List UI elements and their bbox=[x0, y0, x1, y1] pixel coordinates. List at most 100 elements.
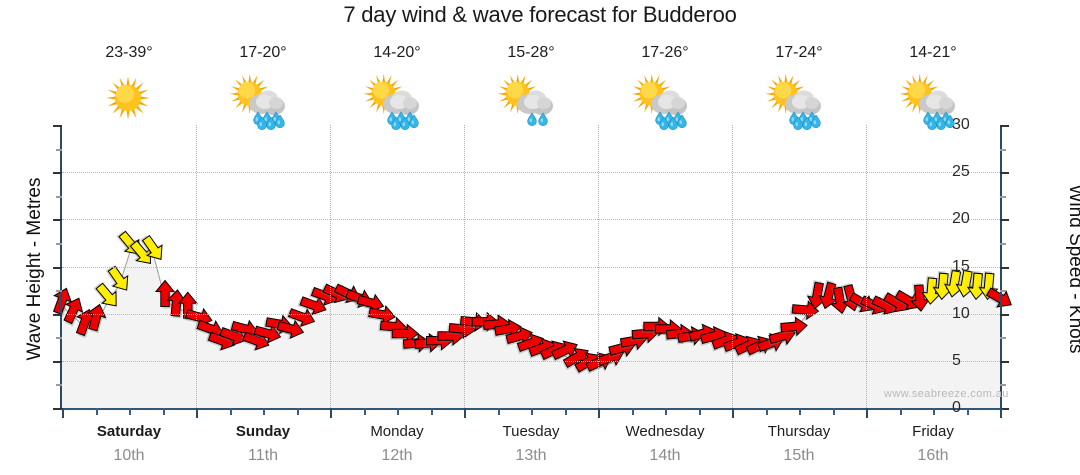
y-axis-label-right: 20 bbox=[952, 210, 970, 228]
tick-minor-x bbox=[698, 408, 701, 415]
gridline-day-separator bbox=[732, 125, 733, 408]
gridline-horizontal bbox=[62, 360, 1000, 362]
sun-cloud-light-rain-icon bbox=[494, 72, 568, 126]
tick-day-boundary bbox=[62, 408, 64, 418]
sun-cloud-rain-icon bbox=[896, 72, 970, 130]
y-axis-label-right: 0 bbox=[952, 399, 961, 416]
gridline-horizontal bbox=[62, 313, 1000, 315]
gridline-horizontal bbox=[62, 219, 1000, 221]
tick-minor-left bbox=[56, 195, 62, 198]
sunny-icon bbox=[92, 72, 166, 124]
tick-day-boundary bbox=[330, 408, 332, 418]
day-temperature-range: 17-20° bbox=[239, 44, 287, 61]
day-date-label: 15th bbox=[783, 447, 815, 464]
wind-direction-arrow bbox=[139, 234, 163, 260]
tick-minor-left bbox=[56, 337, 62, 340]
tick-major-right bbox=[1000, 219, 1009, 222]
tick-major-left bbox=[53, 408, 62, 410]
tick-day-boundary bbox=[1000, 408, 1002, 418]
day-temperature-range: 23-39° bbox=[105, 44, 153, 61]
tick-major-left bbox=[53, 219, 62, 222]
tick-minor-x bbox=[899, 408, 902, 415]
tick-minor-x bbox=[129, 408, 131, 415]
tick-minor-left bbox=[56, 148, 62, 151]
watermark: www.seabreeze.com.au bbox=[884, 388, 1009, 400]
gridline-horizontal bbox=[62, 266, 1000, 268]
tick-day-boundary bbox=[464, 408, 466, 418]
y-axis-label-right: 30 bbox=[952, 116, 970, 133]
day-name-label: Tuesday bbox=[502, 423, 560, 440]
wind-direction-arrow bbox=[105, 265, 129, 291]
tick-minor-x bbox=[363, 408, 366, 415]
page-title: 7 day wind & wave forecast for Budderoo bbox=[343, 2, 737, 27]
tick-major-right bbox=[1000, 172, 1009, 175]
y-axis-label-right: 15 bbox=[952, 257, 970, 275]
wind-arrow-series bbox=[52, 230, 1012, 408]
plot-area bbox=[52, 125, 1012, 418]
day-date-label: 12th bbox=[381, 447, 413, 464]
day-date-label: 13th bbox=[515, 447, 547, 464]
tick-day-boundary bbox=[732, 408, 734, 418]
day-temperature-range: 14-20° bbox=[373, 44, 421, 61]
day-date-label: 10th bbox=[113, 447, 145, 464]
y-axis-label-right: 10 bbox=[952, 304, 970, 322]
day-temperature-range: 15-28° bbox=[507, 44, 555, 61]
tick-minor-x bbox=[966, 408, 969, 415]
tick-major-right bbox=[1000, 360, 1009, 363]
tick-minor-x bbox=[799, 408, 801, 415]
y-axis-label-right: 25 bbox=[952, 163, 970, 181]
day-temperature-range: 14-21° bbox=[909, 44, 957, 61]
day-temperature-range: 17-24° bbox=[775, 44, 823, 61]
wind-direction-arrow bbox=[93, 282, 117, 307]
wind-direction-arrow bbox=[806, 280, 827, 310]
sun-cloud-rain-icon bbox=[762, 72, 836, 130]
wind-direction-arrow bbox=[86, 303, 107, 334]
wind-direction-arrow bbox=[274, 319, 305, 340]
tick-minor-x bbox=[263, 408, 265, 415]
day-date-label: 14th bbox=[649, 447, 681, 464]
tick-minor-left bbox=[56, 290, 62, 293]
y-axis-label-right: 5 bbox=[952, 351, 961, 369]
tick-minor-x bbox=[564, 408, 567, 415]
tick-minor-left bbox=[56, 384, 62, 387]
day-name-label: Wednesday bbox=[625, 423, 705, 440]
wind-direction-arrow bbox=[154, 279, 176, 309]
left-axis-title: Wave Height - Metres bbox=[24, 177, 45, 361]
sun-cloud-rain-icon bbox=[628, 72, 702, 130]
tick-minor-right bbox=[1000, 384, 1006, 387]
tick-major-left bbox=[53, 266, 62, 269]
tick-minor-right bbox=[1000, 337, 1006, 340]
tick-major-right bbox=[1000, 125, 1009, 127]
day-date-label: 16th bbox=[917, 447, 949, 464]
sun-cloud-rain-icon bbox=[226, 72, 300, 130]
wind-direction-arrow bbox=[52, 287, 73, 317]
tick-minor-x bbox=[832, 408, 835, 415]
gridline-day-separator bbox=[196, 125, 197, 408]
tick-major-left bbox=[53, 172, 62, 175]
day-name-label: Sunday bbox=[235, 423, 291, 440]
tick-minor-x bbox=[497, 408, 500, 415]
tick-day-boundary bbox=[866, 408, 868, 418]
tick-minor-x bbox=[162, 408, 165, 415]
day-date-label: 11th bbox=[248, 447, 278, 464]
day-name-label: Thursday bbox=[767, 423, 831, 440]
tick-minor-left bbox=[56, 242, 62, 245]
tick-major-left bbox=[53, 125, 62, 127]
tick-minor-x bbox=[531, 408, 533, 415]
wind-direction-arrow bbox=[829, 285, 851, 315]
gridline-day-separator bbox=[866, 125, 867, 408]
day-name-label: Friday bbox=[912, 423, 954, 440]
tick-minor-x bbox=[229, 408, 232, 415]
tick-minor-x bbox=[631, 408, 634, 415]
wind-direction-arrow bbox=[983, 287, 1012, 308]
day-temperature-range: 17-26° bbox=[641, 44, 689, 61]
tick-minor-right bbox=[1000, 242, 1006, 245]
gridline-horizontal bbox=[62, 172, 1000, 174]
tick-major-left bbox=[53, 313, 62, 316]
gridline-day-separator bbox=[330, 125, 331, 408]
tick-major-right bbox=[1000, 313, 1009, 316]
tick-major-right bbox=[1000, 408, 1009, 410]
wind-direction-arrow bbox=[931, 270, 953, 301]
tick-major-right bbox=[1000, 266, 1009, 269]
